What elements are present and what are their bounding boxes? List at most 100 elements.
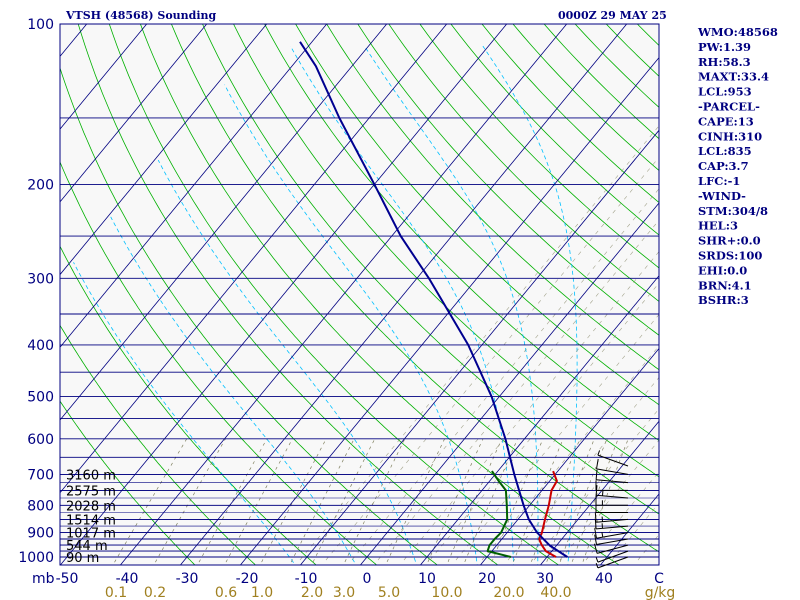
mixing-ratio-tick-label: g/kg	[645, 585, 676, 600]
wind-barb	[596, 458, 629, 475]
moist-adiabat-line	[290, 45, 514, 565]
pressure-tick-label: 200	[27, 177, 54, 193]
dry-adiabat-line	[326, 24, 659, 371]
mixing-ratio-line	[385, 438, 445, 565]
side-panel-line: EHI:0.0	[698, 263, 747, 277]
isotherm-line	[60, 24, 208, 203]
plot-frame	[59, 23, 660, 566]
pressure-tick-label: 100	[27, 17, 54, 33]
isobars	[60, 24, 659, 558]
isotherm-line	[60, 24, 268, 276]
side-panel-line: HEL:3	[698, 219, 738, 233]
temperature-tick-label: -50	[56, 571, 79, 587]
wind-barb	[594, 518, 629, 530]
height-label: 1514 m	[66, 513, 116, 528]
dewpoint-trace-line	[486, 470, 512, 558]
wind-barb	[597, 450, 629, 467]
time-label: 0000Z 29 MAY 25	[558, 9, 667, 22]
temperature-tick-label: -40	[116, 571, 139, 587]
mixing-ratio-tick-label: 40.0	[540, 585, 571, 600]
dry-adiabat-line	[388, 24, 659, 302]
pressure-tick-label: 700	[27, 467, 54, 483]
dry-adiabat-line	[202, 24, 659, 515]
moist-adiabat-line	[224, 84, 478, 565]
wind-barb	[595, 495, 628, 506]
wind-barb	[595, 469, 629, 484]
side-panel-line: PW:1.39	[698, 40, 751, 54]
side-panel-line: STM:304/8	[698, 204, 768, 218]
side-panel-line: CINH:310	[698, 129, 762, 143]
mixing-ratio-tick-label: 5.0	[378, 585, 400, 600]
mixing-ratio-line	[311, 438, 376, 565]
mixing-ratio-line	[289, 438, 355, 565]
plot-area	[60, 24, 659, 565]
side-panel-line: WMO:48568	[697, 25, 778, 39]
side-panel-line: LCL:835	[698, 144, 752, 158]
pressure-tick-label: 600	[27, 432, 54, 448]
wind-barb	[594, 534, 629, 545]
pressure-tick-label: 800	[27, 498, 54, 514]
wind-barb	[595, 556, 629, 569]
wind-barb	[595, 480, 628, 491]
side-panel-line: RH:58.3	[698, 55, 751, 69]
temperature-trace-line	[538, 470, 558, 558]
side-panel-line: LFC:-1	[698, 174, 740, 188]
mixing-ratio-line	[343, 438, 406, 565]
pressure-tick-label: 1000	[18, 550, 54, 566]
mixing-ratio-tick-label: 0.1	[105, 585, 127, 600]
temperature-tick-label: C	[654, 571, 664, 587]
temperature-tick-label: 0	[363, 571, 372, 587]
dry-adiabat-line	[419, 24, 659, 269]
height-label: 90 m	[66, 551, 99, 566]
mixing-ratio-tick-label: 1.0	[251, 585, 273, 600]
side-panel-line: CAP:3.7	[698, 159, 749, 173]
isotherm-line	[60, 24, 328, 348]
pressure-tick-label: 500	[27, 390, 54, 406]
height-label: 2575 m	[66, 484, 116, 499]
wind-barb	[594, 512, 629, 523]
side-panel-line: BRN:4.1	[698, 278, 752, 292]
side-panel-line: BSHR:3	[698, 293, 749, 307]
temperature-tick-label: 30	[536, 571, 554, 587]
isotherm-line	[60, 24, 388, 421]
side-panel-line: SHR+:0.0	[698, 234, 761, 248]
temperature-tick-label: 20	[478, 571, 496, 587]
temperature-tick-label: -30	[176, 571, 199, 587]
station-title: VTSH (48568) Sounding	[65, 9, 217, 22]
dry-adiabat-line	[233, 24, 659, 478]
pressure-unit-label: mb	[32, 571, 55, 587]
mixing-ratio-tick-label: 2.0	[301, 585, 323, 600]
wind-barb	[595, 550, 629, 563]
height-label: 544 m	[66, 539, 108, 554]
moist-adiabat-line	[73, 262, 296, 565]
pressure-tick-label: 300	[27, 271, 54, 287]
mixing-ratio-tick-label: 0.6	[215, 585, 237, 600]
height-label: 1017 m	[66, 527, 116, 542]
mixing-ratio-tick-label: 20.0	[493, 585, 524, 600]
temperature-tick-label: -20	[236, 571, 259, 587]
isotherm-line	[60, 24, 148, 130]
side-panel-line: CAPE:13	[698, 114, 754, 128]
mixing-ratio-tick-label: 0.2	[144, 585, 166, 600]
wind-barb	[594, 528, 629, 539]
side-panel-line: -PARCEL-	[698, 100, 760, 114]
moist-adiabat-line	[157, 159, 418, 565]
wind-barb	[594, 543, 629, 554]
moist-adiabat-line	[110, 216, 357, 565]
pressure-tick-label: 900	[27, 526, 54, 542]
dry-adiabat-line	[295, 24, 659, 406]
moist-adiabat-line	[364, 45, 539, 565]
side-panel-line: MAXT:33.4	[698, 70, 769, 84]
moist-adiabat-line	[482, 45, 578, 565]
side-panel-line: -WIND-	[698, 189, 746, 203]
moist-adiabats	[73, 45, 578, 565]
pressure-tick-label: 400	[27, 338, 54, 354]
temperature-tick-label: 40	[595, 571, 613, 587]
dry-adiabat-line	[357, 24, 659, 336]
height-label: 3160 m	[66, 468, 116, 483]
parcel-trace-line	[299, 41, 568, 558]
side-panel-line: SRDS:100	[698, 249, 762, 263]
temperature-tick-label: 10	[418, 571, 436, 587]
temperature-tick-label: -10	[295, 571, 318, 587]
